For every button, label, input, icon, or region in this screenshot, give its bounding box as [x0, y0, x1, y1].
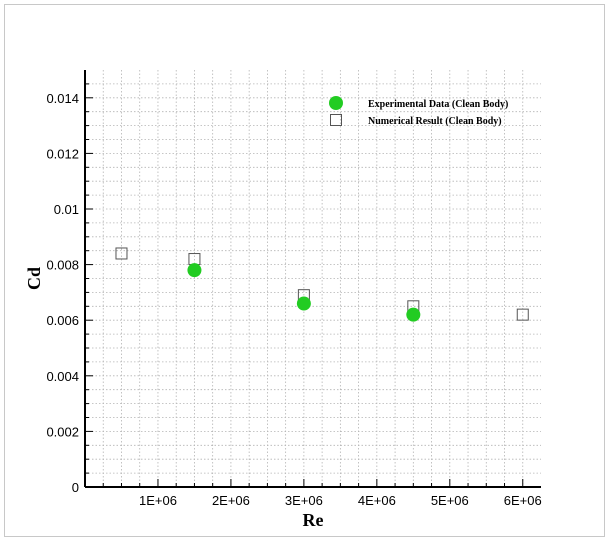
x-tick-label: 4E+06 [358, 493, 396, 508]
y-tick-label: 0.014 [46, 91, 79, 106]
grid-lines [85, 70, 541, 487]
experimental-point [406, 307, 421, 322]
legend-marker [329, 96, 343, 110]
x-axis-title: Re [303, 510, 324, 530]
y-tick-label: 0 [72, 480, 79, 495]
data-points [115, 247, 529, 322]
legend-label: Experimental Data (Clean Body) [368, 99, 508, 110]
experimental-point [296, 296, 311, 311]
experimental-point [187, 263, 202, 278]
y-axis-title: Cd [24, 267, 44, 290]
y-tick-label: 0.008 [46, 258, 79, 273]
y-tick-label: 0.01 [54, 202, 79, 217]
numerical-point [115, 247, 128, 260]
x-tick-label: 5E+06 [431, 493, 469, 508]
ticks [85, 83, 524, 487]
y-tick-label: 0.002 [46, 424, 79, 439]
legend-marker [330, 114, 342, 126]
y-tick-label: 0.012 [46, 146, 79, 161]
legend-label: Numerical Result (Clean Body) [368, 116, 502, 127]
y-tick-label: 0.004 [46, 369, 79, 384]
tick-labels: 1E+06 2E+06 3E+06 4E+06 5E+06 6E+06 0 0.002 0.00… [46, 91, 541, 508]
numerical-point [516, 308, 529, 321]
x-tick-label: 3E+06 [285, 493, 323, 508]
legend: Experimental Data (Clean Body) Numerical … [329, 96, 508, 127]
x-tick-label: 6E+06 [504, 493, 542, 508]
y-tick-label: 0.006 [46, 313, 79, 328]
x-tick-label: 2E+06 [212, 493, 250, 508]
x-tick-label: 1E+06 [139, 493, 177, 508]
